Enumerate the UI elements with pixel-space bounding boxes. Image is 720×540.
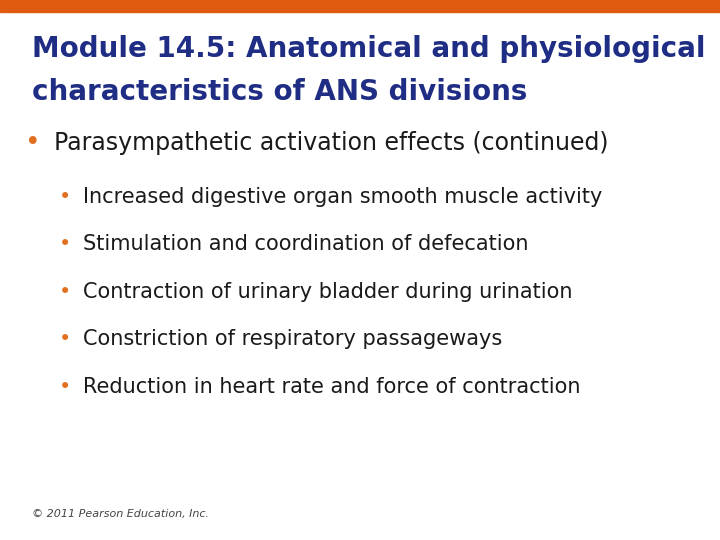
Text: Stimulation and coordination of defecation: Stimulation and coordination of defecati… (83, 234, 528, 254)
Text: •: • (58, 186, 71, 207)
Bar (0, 0, 720, 12)
Text: •: • (58, 376, 71, 397)
Text: •: • (58, 329, 71, 349)
Text: Module 14.5: Anatomical and physiological: Module 14.5: Anatomical and physiologica… (32, 35, 706, 63)
Text: Constriction of respiratory passageways: Constriction of respiratory passageways (83, 329, 502, 349)
Text: characteristics of ANS divisions: characteristics of ANS divisions (32, 78, 528, 106)
Text: •: • (58, 281, 71, 302)
Text: •: • (24, 130, 40, 156)
Text: © 2011 Pearson Education, Inc.: © 2011 Pearson Education, Inc. (32, 509, 210, 519)
Text: Increased digestive organ smooth muscle activity: Increased digestive organ smooth muscle … (83, 186, 602, 207)
Text: Contraction of urinary bladder during urination: Contraction of urinary bladder during ur… (83, 281, 572, 302)
Text: Reduction in heart rate and force of contraction: Reduction in heart rate and force of con… (83, 376, 580, 397)
Text: Parasympathetic activation effects (continued): Parasympathetic activation effects (cont… (54, 131, 608, 155)
Text: •: • (58, 234, 71, 254)
